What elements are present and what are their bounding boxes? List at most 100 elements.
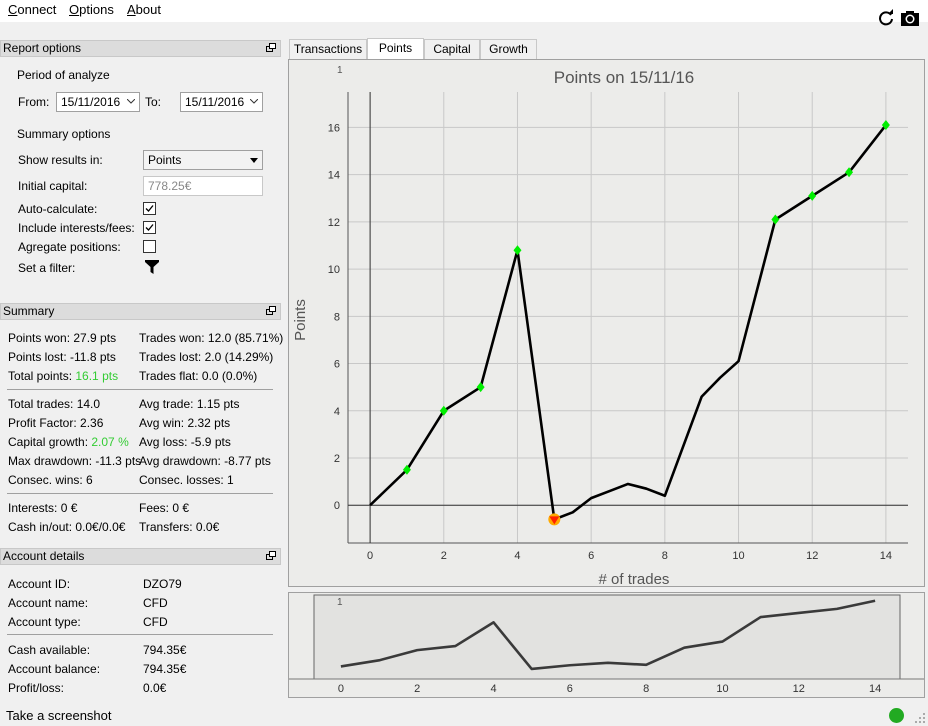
tab-transactions[interactable]: Transactions: [289, 39, 367, 60]
initial-capital-input[interactable]: 778.25€: [143, 176, 263, 196]
initial-capital-label: Initial capital:: [18, 179, 88, 193]
win-marker: [513, 245, 522, 256]
from-date-value: 15/11/2016: [61, 95, 121, 109]
overview-x-tick-label: 10: [716, 683, 728, 695]
checkmark-icon: [145, 224, 154, 231]
menu-about[interactable]: About: [127, 2, 161, 17]
y-tick-label: 8: [334, 311, 340, 323]
x-tick-label: 6: [588, 550, 594, 562]
win-marker: [771, 214, 780, 225]
period-label: Period of analyze: [17, 68, 110, 82]
avg-drawdown: Avg drawdown: -8.77 pts: [139, 454, 271, 468]
include-fees-label: Include interests/fees:: [18, 221, 135, 235]
menu-options[interactable]: Options: [69, 2, 114, 17]
tab-growth[interactable]: Growth: [480, 39, 537, 60]
menu-bar: Connect Options About: [0, 0, 928, 22]
summary-options-label: Summary options: [17, 127, 111, 141]
cash-in-out: Cash in/out: 0.0€/0.0€: [8, 520, 126, 534]
points-chart-svg: 0 2 4 6 8 10 12 14 0 2 4 6 8 10 12 14 16 Points on 15/11/…: [289, 60, 924, 586]
account-type-label: Account type:: [8, 615, 81, 629]
status-bar: Take a screenshot: [0, 703, 928, 726]
profit-loss-value: 0.0€: [143, 681, 167, 695]
chart-background: [289, 60, 924, 586]
y-tick-label: 2: [334, 453, 340, 465]
account-details-header: Account details: [0, 548, 281, 565]
overview-chart-svg: 0 2 4 6 8 10 12 14 1: [289, 593, 924, 697]
refresh-icon[interactable]: [876, 8, 896, 28]
win-marker: [845, 167, 854, 178]
consec-losses: Consec. losses: 1: [139, 473, 234, 487]
fees: Fees: 0 €: [139, 501, 190, 515]
include-fees-checkbox[interactable]: [143, 221, 156, 234]
overview-series-line: [340, 599, 876, 671]
overview-corner-label: 1: [337, 597, 343, 608]
overview-x-tick-label: 6: [567, 683, 573, 695]
aggregate-label: Agregate positions:: [18, 240, 121, 254]
trades-flat: Trades flat: 0.0 (0.0%): [139, 369, 258, 383]
account-id-value: DZO79: [143, 577, 182, 591]
win-marker: [402, 464, 411, 475]
x-tick-label: 2: [441, 550, 447, 562]
win-marker: [439, 405, 448, 416]
series-line: [369, 124, 887, 521]
cash-available-value: 794.35€: [143, 643, 187, 657]
filter-label: Set a filter:: [18, 261, 76, 275]
total-points-value: 16.1 pts: [75, 369, 119, 383]
overview-x-tick-label: 4: [490, 683, 496, 695]
y-tick-label: 6: [334, 359, 340, 371]
overview-x-tick-label: 14: [869, 683, 881, 695]
aggregate-checkbox[interactable]: [143, 240, 156, 253]
divider: [7, 634, 273, 635]
resize-grip-icon[interactable]: [915, 713, 925, 723]
divider: [7, 389, 273, 390]
from-date-picker[interactable]: 15/11/2016: [56, 92, 140, 112]
chart-title: Points on 15/11/16: [554, 68, 695, 87]
show-results-label: Show results in:: [18, 153, 103, 167]
menu-connect[interactable]: Connect: [8, 2, 57, 17]
capital-growth: Capital growth: 2.07 %: [8, 435, 129, 449]
avg-win: Avg win: 2.32 pts: [139, 416, 231, 430]
win-marker: [476, 382, 485, 393]
to-label: To:: [145, 95, 162, 109]
main-chart[interactable]: 0 2 4 6 8 10 12 14 0 2 4 6 8 10 12 14 16 Points on 15/11/…: [288, 59, 925, 587]
float-panel-icon[interactable]: [266, 43, 276, 52]
tab-points[interactable]: Points: [367, 38, 424, 60]
checkmark-icon: [145, 205, 154, 212]
overview-x-tick-label: 12: [793, 683, 805, 695]
y-tick-label: 10: [328, 264, 340, 276]
account-id-label: Account ID:: [8, 577, 71, 591]
overview-x-tick-label: 2: [414, 683, 420, 695]
transfers: Transfers: 0.0€: [139, 520, 220, 534]
total-points: Total points: 16.1 pts: [8, 369, 119, 383]
auto-calc-checkbox[interactable]: [143, 202, 156, 215]
float-panel-icon[interactable]: [266, 551, 276, 560]
win-marker: [881, 120, 890, 131]
corner-label: 1: [337, 65, 343, 76]
avg-loss: Avg loss: -5.9 pts: [139, 435, 231, 449]
consec-wins: Consec. wins: 6: [8, 473, 93, 487]
status-text: Take a screenshot: [6, 708, 112, 723]
float-panel-icon[interactable]: [266, 306, 276, 315]
camera-icon[interactable]: [900, 8, 920, 28]
overview-chart[interactable]: 0 2 4 6 8 10 12 14 1: [288, 592, 925, 698]
x-tick-label: 8: [662, 550, 668, 562]
auto-calc-label: Auto-calculate:: [18, 202, 98, 216]
account-balance-label: Account balance:: [8, 662, 101, 676]
x-tick-label: 0: [367, 550, 373, 562]
report-options-header: Report options: [0, 40, 281, 57]
filter-icon[interactable]: [145, 260, 159, 275]
x-tick-label: 10: [732, 550, 744, 562]
to-date-picker[interactable]: 15/11/2016: [180, 92, 263, 112]
x-tick-label: 12: [806, 550, 818, 562]
total-trades: Total trades: 14.0: [8, 397, 101, 411]
overview-x-tick-label: 8: [643, 683, 649, 695]
tab-capital[interactable]: Capital: [424, 39, 480, 60]
trades-lost: Trades lost: 2.0 (14.29%): [139, 350, 274, 364]
interests: Interests: 0 €: [8, 501, 78, 515]
to-date-value: 15/11/2016: [185, 95, 245, 109]
show-results-select[interactable]: Points: [143, 150, 263, 170]
show-results-value: Points: [148, 153, 182, 167]
y-tick-label: 0: [334, 500, 340, 512]
y-tick-label: 4: [334, 406, 340, 418]
connection-status-indicator: [889, 708, 904, 723]
